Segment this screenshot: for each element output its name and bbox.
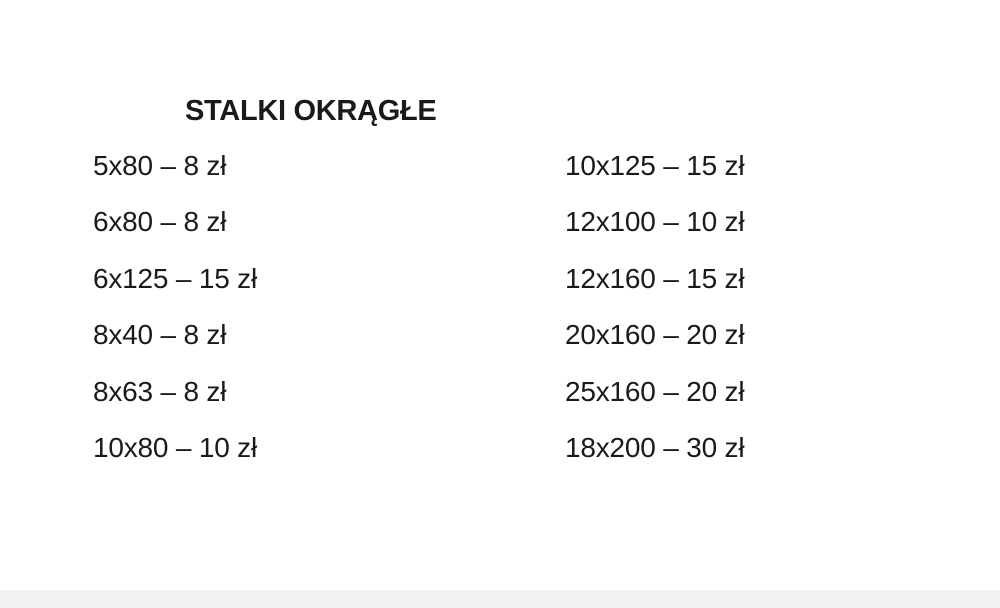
- price-item: 25x160 – 20 zł: [565, 375, 745, 407]
- price-item: 10x80 – 10 zł: [93, 432, 257, 464]
- price-item: 18x200 – 30 zł: [565, 432, 745, 464]
- page-title: STALKI OKRĄGŁE: [185, 95, 437, 127]
- price-item: 6x125 – 15 zł: [93, 262, 257, 294]
- price-item: 8x40 – 8 zł: [93, 319, 227, 351]
- price-item: 8x63 – 8 zł: [93, 375, 227, 407]
- price-item: 12x160 – 15 zł: [565, 262, 745, 294]
- bottom-bar: [0, 590, 1000, 608]
- price-column-left: 5x80 – 8 zł 6x80 – 8 zł 6x125 – 15 zł 8x…: [93, 138, 257, 476]
- price-item: 5x80 – 8 zł: [93, 150, 227, 181]
- price-item: 20x160 – 20 zł: [565, 319, 745, 351]
- price-item: 6x80 – 8 zł: [93, 206, 227, 238]
- price-item: 12x100 – 10 zł: [565, 206, 745, 238]
- price-column-right: 10x125 – 15 zł 12x100 – 10 zł 12x160 – 1…: [565, 138, 745, 476]
- price-item: 10x125 – 15 zł: [565, 150, 745, 181]
